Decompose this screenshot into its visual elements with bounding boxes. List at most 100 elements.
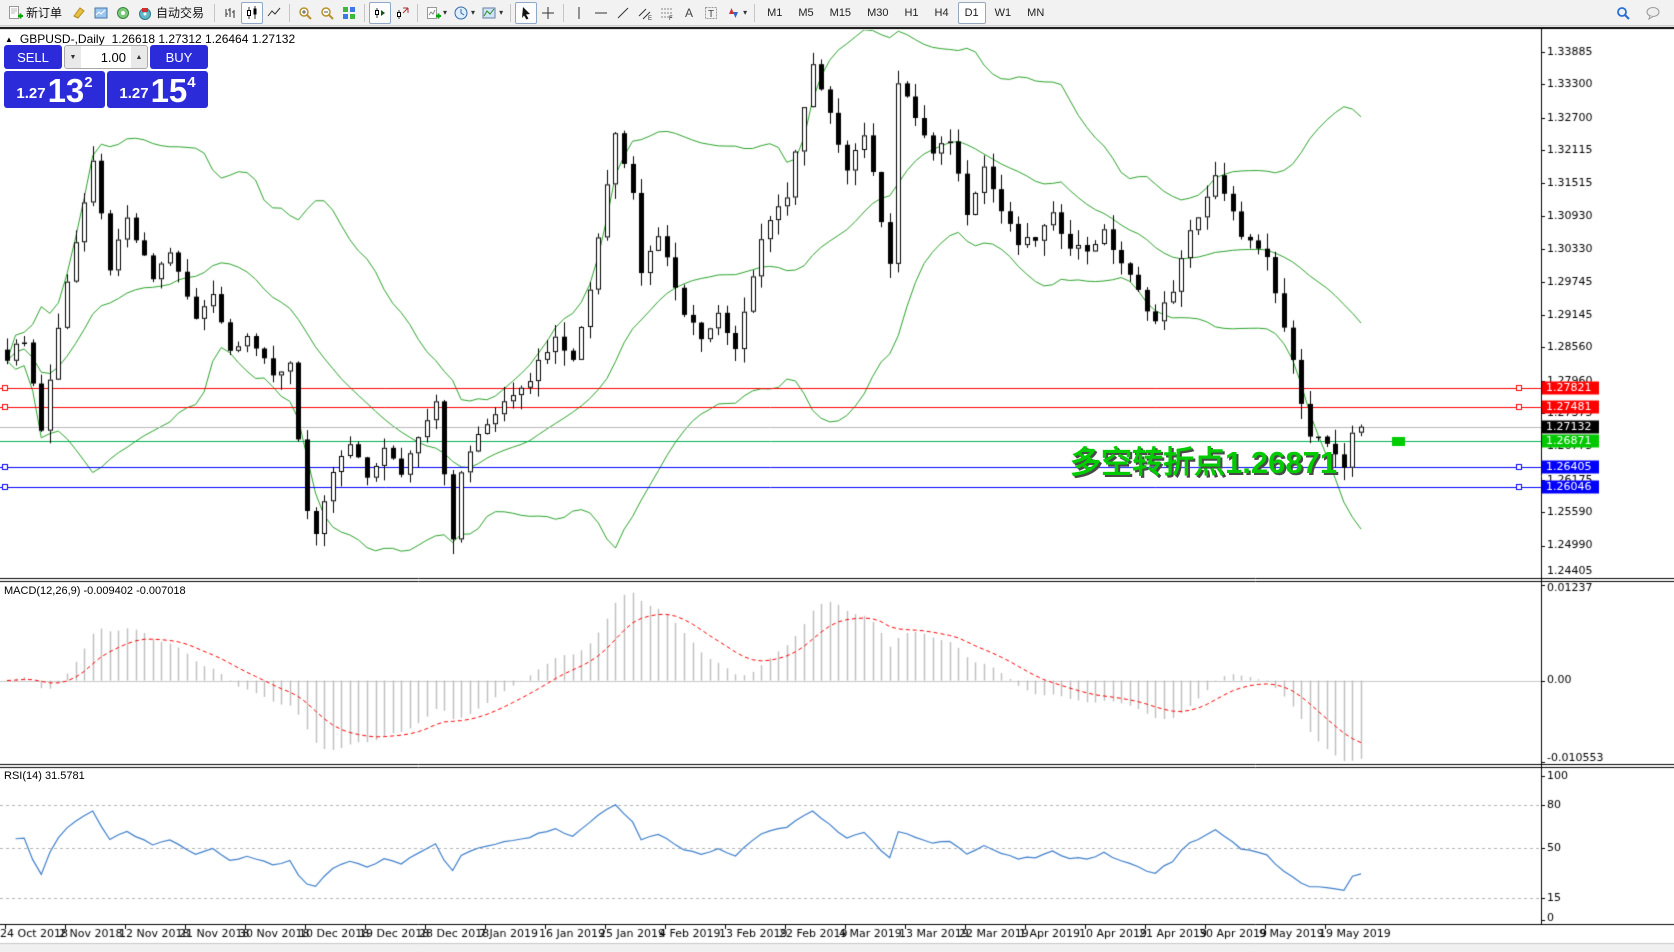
- chart-ohlc-values: 1.26618 1.27312 1.26464 1.27132: [111, 32, 296, 46]
- horizontal-line-button[interactable]: [590, 2, 612, 24]
- trendline-button[interactable]: [612, 2, 634, 24]
- zoom-in-icon: [297, 5, 313, 21]
- add-indicator-icon: [425, 5, 442, 21]
- toolbar-separator: [563, 3, 565, 22]
- crosshair-icon: [540, 5, 556, 21]
- highlighter-button[interactable]: [68, 2, 90, 24]
- zoom-in-button[interactable]: [294, 2, 316, 24]
- autotrading-button[interactable]: 自动交易: [134, 2, 210, 24]
- toolbar-separator: [510, 3, 512, 22]
- sell-price-pips: 13: [47, 72, 85, 109]
- trendline-icon: [615, 5, 631, 21]
- toolbar-right-group: [1612, 2, 1670, 24]
- text-button[interactable]: A: [678, 2, 700, 24]
- sell-button[interactable]: SELL: [4, 45, 62, 69]
- clock-icon: [453, 5, 469, 21]
- sell-price-display[interactable]: 1.27 13 2: [4, 71, 105, 108]
- trade-tools-group: 新订单 自动交易: [4, 0, 210, 26]
- main-toolbar: 新订单 自动交易: [0, 0, 1674, 26]
- market-watch-button[interactable]: [90, 2, 112, 24]
- volume-input[interactable]: [81, 46, 131, 68]
- timeframe-button-m30[interactable]: M30: [867, 6, 889, 19]
- svg-text:T: T: [708, 9, 714, 20]
- crosshair-button[interactable]: [537, 2, 559, 24]
- one-click-trading-panel: SELL ▼ ▲ BUY 1.27 13 2 1.27 15 4: [4, 45, 208, 108]
- zoom-out-button[interactable]: [316, 2, 338, 24]
- text-label-icon: T: [703, 5, 719, 21]
- chevron-down-icon: ▾: [471, 7, 476, 17]
- candlestick-chart-icon: [244, 5, 260, 21]
- toolbar-separator: [364, 3, 366, 22]
- volume-spinner: ▼ ▲: [64, 45, 148, 69]
- toolbar-separator: [214, 3, 216, 22]
- new-order-button[interactable]: 新订单: [4, 2, 68, 24]
- chevron-down-icon: ▾: [499, 7, 504, 17]
- toolbar-separator: [754, 3, 756, 22]
- timeframe-button-d1[interactable]: D1: [957, 1, 986, 24]
- autotrading-icon: [137, 5, 153, 21]
- cursor-group: [515, 0, 559, 26]
- new-order-label: 新订单: [26, 6, 63, 20]
- vertical-line-icon: [571, 5, 587, 21]
- zoom-out-icon: [319, 5, 335, 21]
- scroll-group: [369, 0, 413, 26]
- highlighter-icon: [71, 5, 87, 21]
- chart-title: ▲ GBPUSD-,Daily 1.26618 1.27312 1.26464 …: [5, 32, 295, 46]
- timeframe-button-mn[interactable]: MN: [1027, 6, 1045, 19]
- objects-group: E F A T ▾: [568, 0, 750, 26]
- bar-chart-button[interactable]: [219, 2, 241, 24]
- chart-type-group: [219, 0, 285, 26]
- tile-windows-button[interactable]: [338, 2, 360, 24]
- template-icon: [481, 5, 497, 21]
- timeframe-button-h1[interactable]: H1: [904, 6, 919, 19]
- signals-button[interactable]: [112, 2, 134, 24]
- bar-chart-icon: [222, 5, 238, 21]
- text-icon: A: [681, 5, 697, 21]
- buy-price-display[interactable]: 1.27 15 4: [107, 71, 208, 108]
- auto-scroll-button[interactable]: [369, 1, 392, 24]
- chevron-down-icon: ▾: [743, 7, 748, 17]
- volume-increase-button[interactable]: ▲: [131, 46, 147, 68]
- tile-windows-icon: [341, 5, 357, 21]
- svg-text:F: F: [669, 16, 673, 21]
- turning-point-annotation[interactable]: 多空转折点1.26871: [1070, 445, 1338, 480]
- search-button[interactable]: [1612, 2, 1634, 24]
- new-order-icon: [7, 5, 23, 21]
- toolbar-separator: [289, 3, 291, 22]
- timeframe-button-m15[interactable]: M15: [829, 6, 852, 19]
- arrows-icon: [725, 5, 741, 21]
- add-indicator-button[interactable]: ▾: [422, 2, 450, 24]
- search-icon: [1615, 5, 1631, 21]
- chart-symbol-period: GBPUSD-,Daily: [19, 32, 105, 46]
- timeframe-button-w1[interactable]: W1: [994, 6, 1012, 19]
- market-watch-icon: [93, 5, 109, 21]
- timeframe-button-m5[interactable]: M5: [798, 6, 814, 19]
- chart-shift-button[interactable]: [391, 2, 413, 24]
- timeframe-button-h4[interactable]: H4: [934, 6, 949, 19]
- collapse-panel-icon[interactable]: ▲: [5, 34, 13, 44]
- template-button[interactable]: ▾: [478, 2, 506, 24]
- buy-button[interactable]: BUY: [150, 45, 208, 69]
- volume-decrease-button[interactable]: ▼: [65, 46, 81, 68]
- timeframe-button-m1[interactable]: M1: [767, 6, 783, 19]
- line-chart-icon: [266, 5, 282, 21]
- cursor-icon: [518, 5, 534, 21]
- candlestick-chart-button[interactable]: [241, 1, 264, 24]
- line-chart-button[interactable]: [263, 2, 285, 24]
- chat-button[interactable]: [1642, 2, 1664, 24]
- autotrading-label: 自动交易: [156, 6, 205, 20]
- chart-shift-icon: [394, 5, 410, 21]
- macd-indicator-label: MACD(12,26,9) -0.009402 -0.007018: [4, 585, 186, 597]
- equidistant-channel-button[interactable]: E: [634, 2, 656, 24]
- arrows-button[interactable]: ▾: [722, 2, 750, 24]
- vertical-line-button[interactable]: [568, 2, 590, 24]
- toolbar-separator: [417, 3, 419, 22]
- indicator-group: ▾ ▾ ▾: [422, 0, 506, 26]
- svg-text:A: A: [685, 6, 693, 20]
- text-label-button[interactable]: T: [700, 2, 722, 24]
- equidistant-channel-icon: E: [637, 5, 653, 21]
- fibonacci-button[interactable]: F: [656, 2, 678, 24]
- cursor-button[interactable]: [515, 1, 538, 24]
- period-button[interactable]: ▾: [450, 2, 478, 24]
